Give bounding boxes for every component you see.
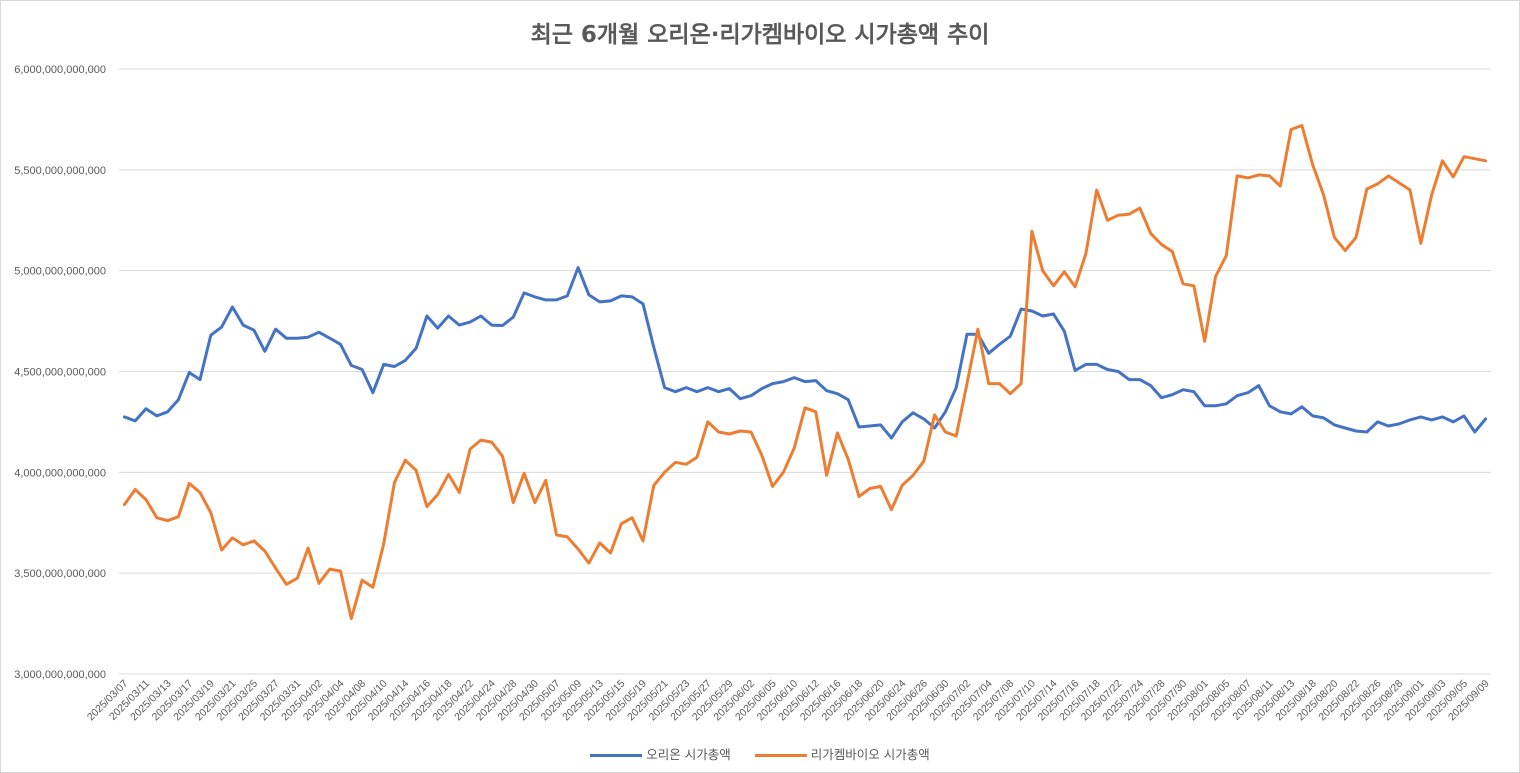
legend-label-ligachem: 리가켐바이오 시가총액: [810, 747, 930, 762]
y-tick-label: 4,000,000,000,000: [14, 467, 106, 479]
series-line-ligachem: [122, 124, 1488, 620]
y-tick-label: 5,500,000,000,000: [14, 165, 106, 177]
legend-label-orion: 오리온 시가총액: [646, 747, 731, 762]
legend-swatch-ligachem: [754, 754, 807, 757]
y-tick-label: 4,500,000,000,000: [14, 367, 106, 379]
legend-item-orion: 오리온 시가총액: [590, 744, 731, 763]
legend-item-ligachem: 리가켐바이오 시가총액: [754, 744, 930, 763]
chart-title: 최근 6개월 오리온·리가켐바이오 시가총액 추이: [530, 22, 990, 48]
y-tick-label: 6,000,000,000,000: [14, 64, 106, 76]
legend-swatch-orion: [590, 754, 643, 757]
series-line-orion: [122, 266, 1488, 440]
y-tick-label: 5,000,000,000,000: [14, 266, 106, 278]
chart-legend: 오리온 시가총액 리가켐바이오 시가총액: [1, 744, 1519, 763]
y-tick-label: 3,000,000,000,000: [14, 669, 106, 681]
y-tick-label: 3,500,000,000,000: [14, 568, 106, 580]
